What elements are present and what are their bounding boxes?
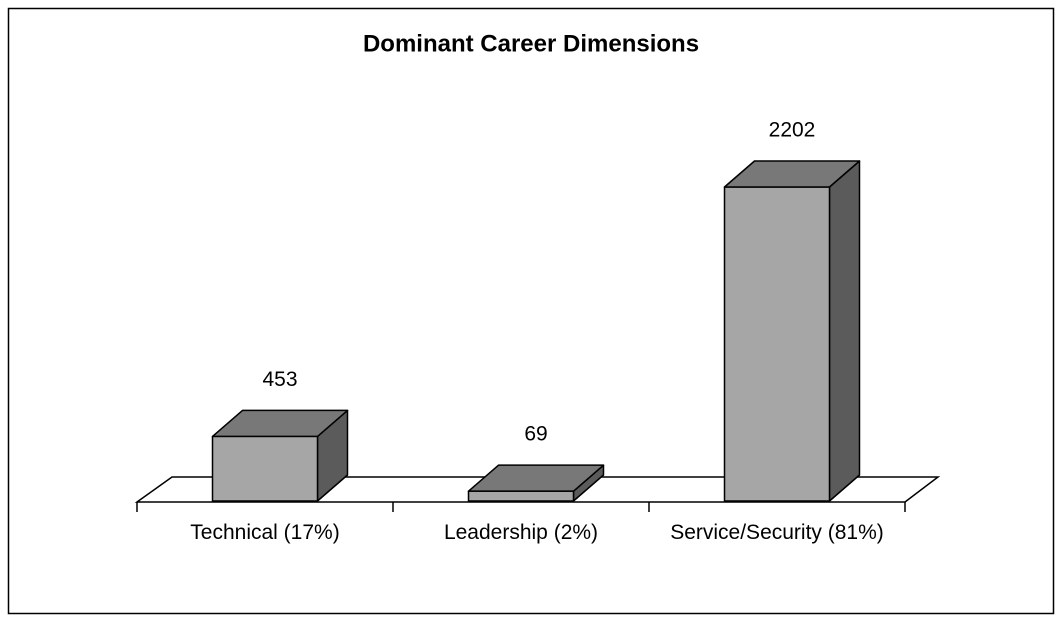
bar-top — [211, 409, 349, 438]
x-tick-label: Leadership (2%) — [443, 521, 599, 544]
bar-top — [467, 464, 605, 492]
value-label: 453 — [262, 368, 297, 391]
chart-border — [7, 7, 1055, 615]
bar-front — [723, 186, 831, 502]
bar-front — [467, 490, 575, 502]
bar-front — [211, 435, 319, 502]
bar-side — [828, 160, 861, 502]
bar-top — [723, 160, 861, 188]
chart-title: Dominant Career Dimensions — [363, 30, 699, 57]
value-label: 2202 — [769, 119, 816, 142]
x-tick-label: Service/Security (81%) — [670, 521, 884, 544]
value-label: 69 — [524, 423, 547, 446]
x-tick-label: Technical (17%) — [190, 521, 340, 544]
